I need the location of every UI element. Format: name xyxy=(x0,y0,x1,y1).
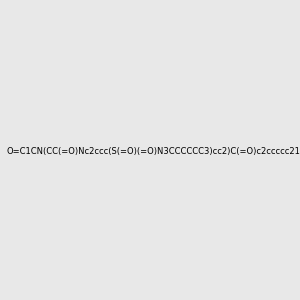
Text: O=C1CN(CC(=O)Nc2ccc(S(=O)(=O)N3CCCCCC3)cc2)C(=O)c2ccccc21: O=C1CN(CC(=O)Nc2ccc(S(=O)(=O)N3CCCCCC3)c… xyxy=(7,147,300,156)
